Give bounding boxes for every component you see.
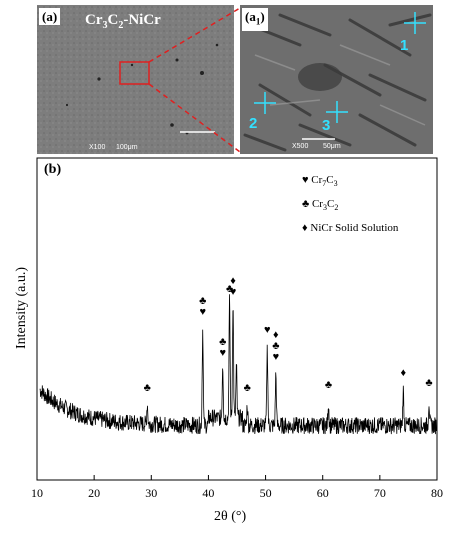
peak-marker-club: ♣	[225, 283, 234, 296]
point-1-label: 1	[400, 37, 409, 54]
peak-marker-club: ♣	[143, 381, 151, 394]
x-tick-label: 30	[145, 486, 158, 500]
magnification-a1: X500	[292, 143, 309, 150]
peak-marker-heart: ♥	[229, 286, 237, 298]
peak-marker-club: ♣	[219, 335, 227, 348]
scale-label-a1: 50μm	[323, 143, 341, 150]
peak-marker-club: ♣	[243, 381, 251, 394]
peak-marker-club: ♣	[425, 377, 433, 390]
peak-marker-club: ♣	[199, 295, 207, 308]
peak-marker-heart: ♥	[264, 323, 271, 336]
point-3-cross-icon	[326, 101, 348, 123]
x-tick-label: 20	[88, 486, 101, 500]
point-3-label: 3	[322, 117, 331, 134]
peak-marker-club: ♣	[324, 378, 333, 391]
sem-texture-a1	[240, 5, 433, 154]
legend-item-cr7c3: ♥ Cr7C3	[302, 174, 338, 189]
panel-b-label: (b)	[44, 162, 62, 177]
point-2-label: 2	[249, 115, 258, 132]
legend-item-nicr: ♦ NiCr Solid Solution	[302, 222, 399, 235]
xrd-trace	[39, 294, 437, 435]
x-tick-label: 40	[202, 486, 215, 500]
x-tick-label: 80	[431, 486, 443, 500]
peak-marker-diamond: ♦	[230, 275, 236, 287]
panel-a-label: (a)	[39, 8, 61, 25]
scale-label-a: 100μm	[116, 144, 138, 151]
panel-a1-label: (a1)	[242, 8, 268, 31]
x-axis-label: 2θ (°)	[214, 509, 247, 524]
magnification-a: X100	[89, 144, 106, 151]
plot-frame	[36, 157, 438, 481]
x-tick-label: 70	[373, 486, 386, 500]
legend-item-cr3c2: ♣ Cr3C2	[302, 198, 339, 213]
x-tick-label: 10	[31, 486, 43, 500]
peak-marker-heart: ♥	[272, 351, 280, 364]
peak-marker-heart: ♥	[219, 346, 226, 359]
sem-image-a1: (a1) 1 2 3 X500 50μm	[240, 5, 433, 154]
peak-marker-club: ♣	[272, 340, 280, 353]
y-axis-label: Intensity (a.u.)	[14, 266, 29, 350]
peak-marker-diamond: ♦	[400, 367, 407, 380]
legend: ♥ Cr7C3 ♣ Cr3C2 ♦ NiCr Solid Solution	[302, 170, 398, 238]
point-1-cross-icon	[404, 12, 426, 34]
x-tick-label: 50	[259, 486, 272, 500]
peak-marker-heart: ♥	[199, 306, 206, 319]
x-tick-label: 60	[316, 486, 329, 500]
point-2-cross-icon	[254, 92, 276, 114]
peak-marker-diamond: ♦	[273, 329, 279, 342]
zoom-box	[119, 61, 150, 85]
